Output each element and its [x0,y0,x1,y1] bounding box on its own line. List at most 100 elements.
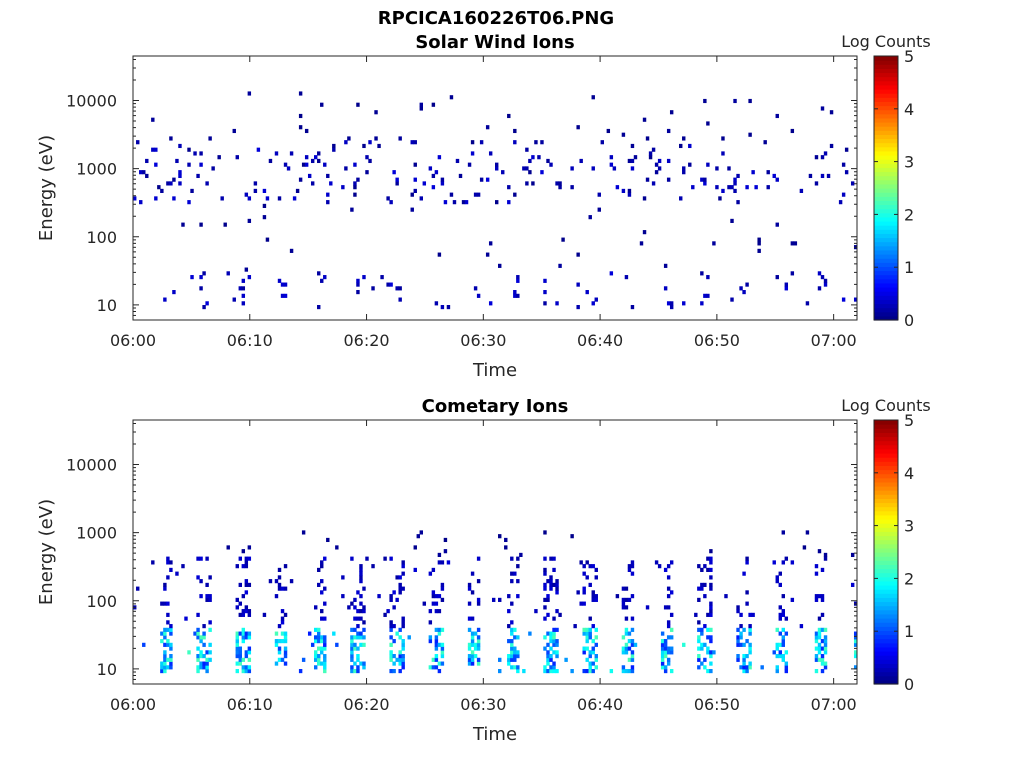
spectrogram-cell [700,642,704,647]
spectrogram-cell [666,594,671,599]
spectrogram-cell [784,616,789,621]
spectrogram-cell [389,556,393,561]
spectrogram-cell [362,275,366,280]
spectrogram-cell [283,282,288,287]
spectrogram-cell [401,654,405,659]
spectrogram-cell [283,162,288,167]
spectrogram-cell [588,627,592,632]
spectrogram-cell [350,207,354,212]
spectrogram-cell [470,661,475,666]
spectrogram-cell [624,605,629,610]
spectrogram-cell [709,669,713,674]
spectrogram-cell [208,575,212,580]
spectrogram-cell [160,188,164,193]
spectrogram-cell [335,545,339,550]
spectrogram-cell [709,609,713,614]
colorbar-segment [874,188,898,193]
spectrogram-cell [392,590,396,595]
spectrogram-cell [546,657,550,662]
colorbar-segment [874,93,898,98]
colorbar-segment [874,593,898,598]
spectrogram-cell [467,586,472,591]
plot-frame-solar-wind [132,55,858,321]
spectrogram-cell [353,605,357,610]
spectrogram-cell [470,140,475,145]
spectrogram-cell [166,642,170,647]
spectrogram-cell [630,166,635,171]
spectrogram-cell [310,642,315,647]
colorbar-segment [874,622,898,627]
spectrogram-cell [317,305,321,310]
spectrogram-cell [470,631,475,636]
spectrogram-cell [341,575,345,580]
spectrogram-cell [437,252,442,257]
spectrogram-cell [543,301,547,306]
spectrogram-cell [697,657,701,662]
spectrogram-cell [169,661,173,666]
spectrogram-cell [283,293,288,298]
spectrogram-cell [419,106,423,111]
spectrogram-cell [781,657,785,662]
colorbar-segment [874,249,898,255]
spectrogram-cell [226,271,230,276]
spectrogram-cell [814,631,819,636]
spectrogram-cell [736,657,740,662]
spectrogram-cell [353,162,357,167]
spectrogram-cell [679,196,683,201]
spectrogram-cell [823,278,828,283]
spectrogram-cell [347,605,351,610]
spectrogram-cell [151,560,155,565]
spectrogram-cell [555,586,559,591]
spectrogram-cell [516,293,520,298]
spectrogram-cell [549,162,553,167]
spectrogram-cell [739,635,743,640]
colorbar-segment [874,196,898,201]
spectrogram-cell [624,669,629,674]
spectrogram-cell [540,140,544,145]
spectrogram-cell [410,192,414,197]
colorbar-segment [874,424,898,429]
spectrogram-cell [784,669,789,674]
spectrogram-cell [549,586,553,591]
spectrogram-cell [205,661,209,666]
spectrogram-cell [301,657,306,662]
spectrogram-cell [621,665,626,670]
spectrogram-cell [431,657,436,662]
colorbar-segment [874,270,898,276]
spectrogram-cell [660,646,665,651]
spectrogram-cell [428,639,433,644]
spectrogram-cell [389,282,393,287]
spectrogram-cell [356,590,360,595]
colorbar-segment [874,510,898,516]
spectrogram-cell [359,609,363,614]
spectrogram-cell [356,102,360,107]
spectrogram-cell [498,534,502,539]
spectrogram-cell [317,567,321,572]
colorbar-segment [874,113,898,119]
spectrogram-cell [549,646,553,651]
spectrogram-cell [208,642,212,647]
spectrogram-cell [838,200,843,205]
colorbar-label-cometary: Log Counts [841,396,931,415]
spectrogram-cell [820,173,825,179]
spectrogram-cell [247,669,252,674]
spectrogram-cell [205,556,209,561]
colorbar-segment [874,159,898,164]
x-tick-label: 06:20 [343,331,389,350]
spectrogram-cell [781,594,785,599]
spectrogram-cell [510,620,514,625]
spectrogram-cell [817,650,822,655]
spectrogram-cell [588,564,592,569]
colorbar-segment [874,84,898,90]
spectrogram-cell [495,166,499,171]
spectrogram-cell [624,627,629,632]
spectrogram-cell [534,140,538,145]
spectrogram-cell [703,642,707,647]
spectrogram-cell [660,631,665,636]
colorbar-segment [874,175,898,181]
spectrogram-cell [582,669,586,674]
spectrogram-cell [280,657,285,662]
spectrogram-cell [594,627,598,632]
spectrogram-cell [187,147,191,152]
spectrogram-cell [543,665,547,670]
